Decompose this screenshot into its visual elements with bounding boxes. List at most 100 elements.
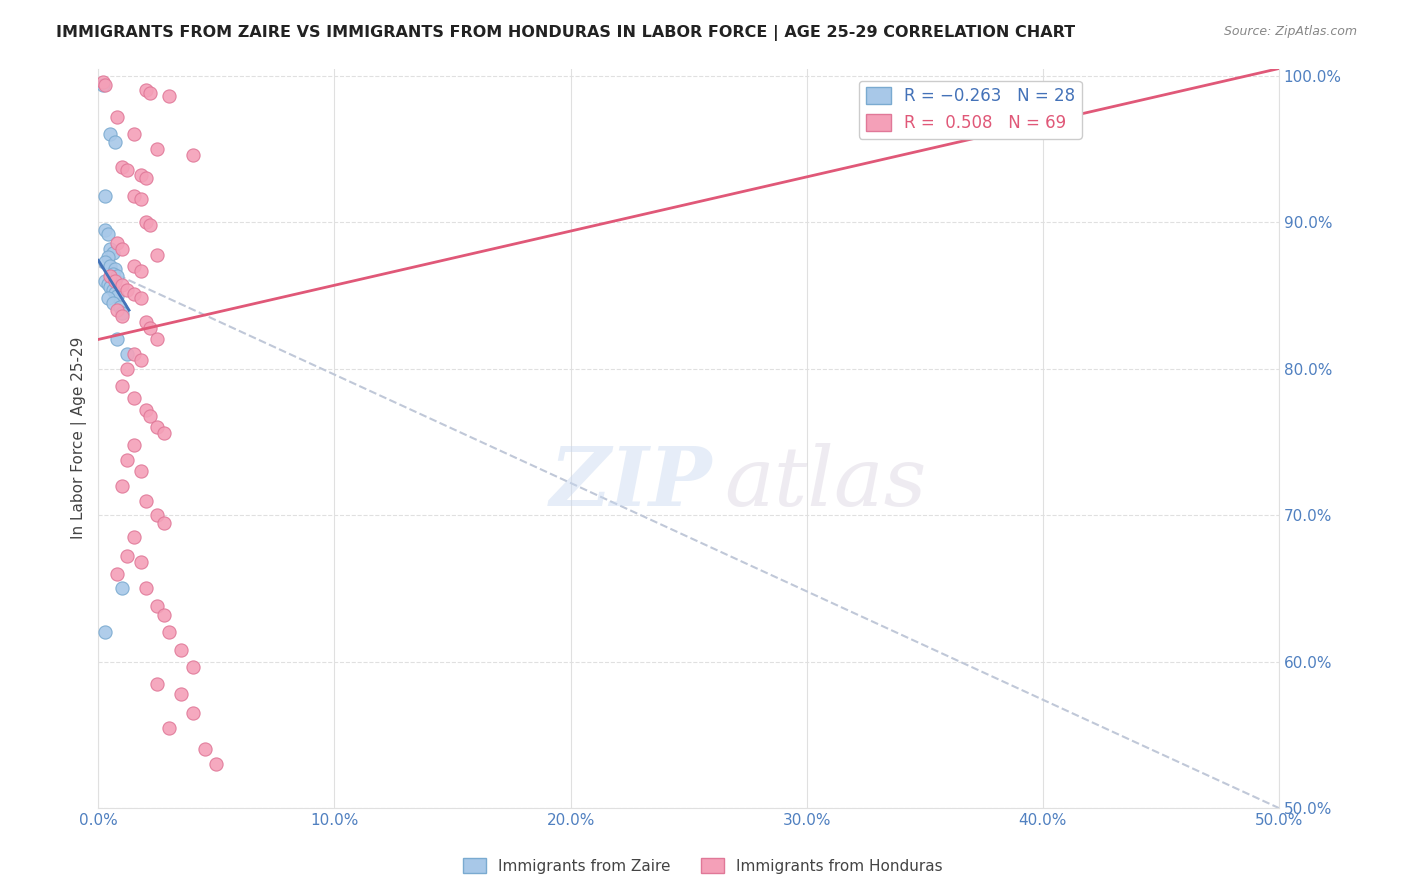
Point xyxy=(105,566,128,581)
Point xyxy=(122,128,145,142)
Point xyxy=(153,516,176,530)
Point xyxy=(111,160,134,174)
Y-axis label: In Labor Force | Age 25-29: In Labor Force | Age 25-29 xyxy=(72,337,87,540)
Point xyxy=(135,171,157,186)
Point xyxy=(157,89,180,103)
Point xyxy=(115,361,138,376)
Point xyxy=(101,246,124,260)
Point xyxy=(181,706,204,720)
Point xyxy=(91,75,114,89)
Point xyxy=(97,277,120,291)
Point xyxy=(157,625,180,640)
Point xyxy=(115,347,138,361)
Point xyxy=(139,409,162,423)
Text: atlas: atlas xyxy=(724,442,927,523)
Point xyxy=(94,274,117,288)
Point xyxy=(135,83,157,97)
Point xyxy=(135,582,157,596)
Point xyxy=(94,255,117,269)
Point xyxy=(181,148,204,162)
Point xyxy=(115,452,138,467)
Point xyxy=(104,135,127,149)
Point xyxy=(122,438,145,452)
Point xyxy=(205,757,228,772)
Point xyxy=(129,464,152,478)
Point xyxy=(181,660,204,674)
Legend: R = −0.263   N = 28, R =  0.508   N = 69: R = −0.263 N = 28, R = 0.508 N = 69 xyxy=(859,80,1081,138)
Point xyxy=(122,259,145,273)
Point xyxy=(105,110,128,124)
Text: ZIP: ZIP xyxy=(550,442,713,523)
Point xyxy=(98,242,121,256)
Point xyxy=(139,87,162,101)
Point xyxy=(115,162,138,177)
Point xyxy=(94,189,117,203)
Point xyxy=(146,247,169,261)
Point xyxy=(129,169,152,183)
Point xyxy=(146,508,169,523)
Point xyxy=(139,218,162,232)
Point xyxy=(101,267,124,281)
Point xyxy=(146,142,169,156)
Point xyxy=(135,402,157,417)
Point xyxy=(146,599,169,613)
Point xyxy=(115,283,138,297)
Point xyxy=(122,347,145,361)
Point xyxy=(97,292,120,306)
Point xyxy=(105,235,128,250)
Point xyxy=(105,269,128,284)
Point xyxy=(105,303,128,318)
Point xyxy=(122,287,145,301)
Point xyxy=(129,292,152,306)
Point xyxy=(157,721,180,735)
Point xyxy=(129,192,152,206)
Point xyxy=(146,333,169,347)
Point xyxy=(97,251,120,265)
Point xyxy=(146,676,169,690)
Point xyxy=(104,274,127,288)
Point xyxy=(108,300,131,314)
Point xyxy=(104,285,127,300)
Point xyxy=(111,306,134,320)
Point xyxy=(139,320,162,334)
Text: IMMIGRANTS FROM ZAIRE VS IMMIGRANTS FROM HONDURAS IN LABOR FORCE | AGE 25-29 COR: IMMIGRANTS FROM ZAIRE VS IMMIGRANTS FROM… xyxy=(56,25,1076,41)
Point xyxy=(122,391,145,405)
Point xyxy=(98,128,121,142)
Point xyxy=(98,269,121,284)
Point xyxy=(170,687,193,701)
Legend: Immigrants from Zaire, Immigrants from Honduras: Immigrants from Zaire, Immigrants from H… xyxy=(457,852,949,880)
Point xyxy=(94,78,117,92)
Point xyxy=(135,493,157,508)
Point xyxy=(153,607,176,622)
Point xyxy=(129,555,152,569)
Point xyxy=(146,420,169,434)
Point xyxy=(98,279,121,293)
Point xyxy=(111,309,134,323)
Point xyxy=(122,530,145,544)
Point xyxy=(111,379,134,393)
Point xyxy=(111,582,134,596)
Point xyxy=(135,215,157,229)
Point xyxy=(111,242,134,256)
Point xyxy=(105,288,128,302)
Point xyxy=(111,479,134,493)
Point xyxy=(91,78,114,92)
Point xyxy=(104,262,127,277)
Point xyxy=(129,353,152,368)
Point xyxy=(101,283,124,297)
Point xyxy=(97,227,120,241)
Point xyxy=(153,426,176,441)
Point xyxy=(129,263,152,277)
Text: Source: ZipAtlas.com: Source: ZipAtlas.com xyxy=(1223,25,1357,38)
Point xyxy=(94,625,117,640)
Point xyxy=(194,742,217,756)
Point xyxy=(111,278,134,293)
Point xyxy=(122,189,145,203)
Point xyxy=(115,549,138,564)
Point xyxy=(101,296,124,310)
Point xyxy=(98,259,121,273)
Point xyxy=(105,333,128,347)
Point xyxy=(170,643,193,657)
Point xyxy=(94,222,117,236)
Point xyxy=(135,315,157,329)
